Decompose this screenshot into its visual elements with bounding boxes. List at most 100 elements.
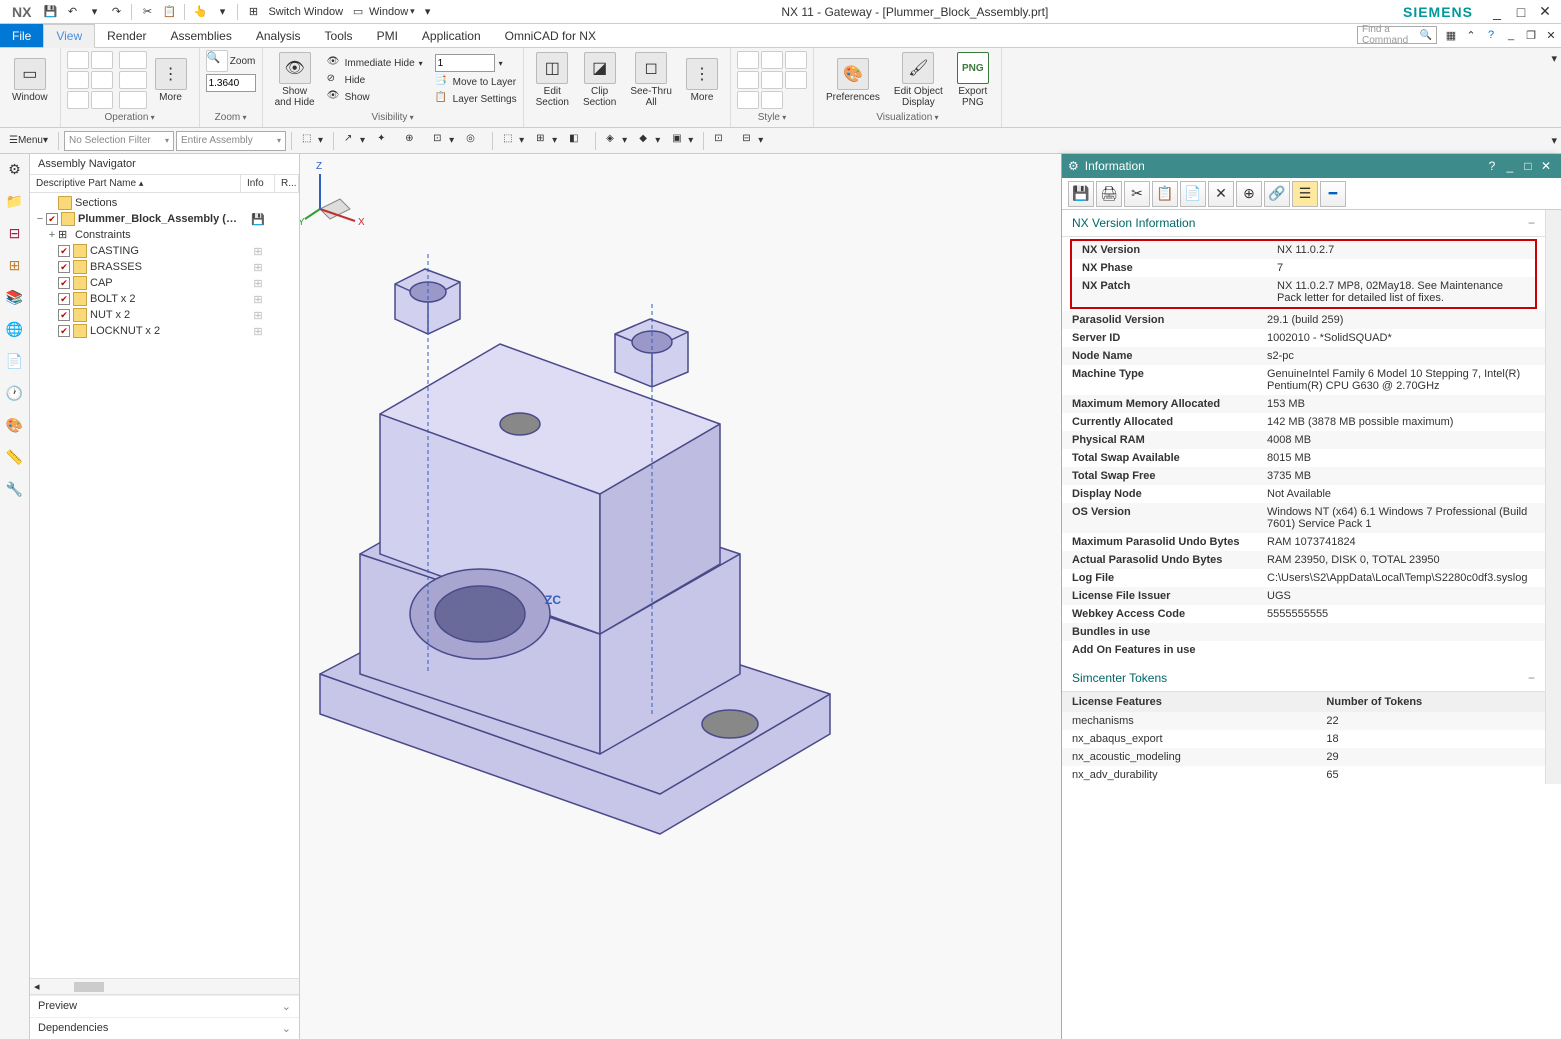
sel-btn-5[interactable]: ⊡▾	[428, 131, 459, 151]
tree-part[interactable]: ✔BOLT x 2⊞	[30, 291, 299, 307]
show-button[interactable]: 👁Show	[327, 89, 423, 105]
sel-btn-12[interactable]: ▣▾	[667, 131, 698, 151]
style-btn-8[interactable]	[761, 91, 783, 109]
op-btn-2[interactable]	[91, 51, 113, 69]
tool-icon[interactable]: 🔧	[4, 478, 26, 500]
sel-btn-9[interactable]: ◧	[564, 131, 590, 151]
op-btn-9[interactable]	[119, 91, 147, 109]
collapse-icon[interactable]: −	[1528, 671, 1535, 685]
cut-icon[interactable]: ✂	[137, 3, 157, 21]
style-btn-5[interactable]	[761, 71, 783, 89]
minimize-button[interactable]: _	[1485, 3, 1509, 21]
info-cut-icon[interactable]: ✂	[1124, 181, 1150, 207]
info-minimize-button[interactable]: _	[1501, 159, 1519, 173]
expand-icon[interactable]: −	[34, 213, 46, 225]
info-delete-icon[interactable]: ✕	[1208, 181, 1234, 207]
info-save-icon[interactable]: 💾	[1068, 181, 1094, 207]
qat-customize[interactable]: ▾	[418, 3, 438, 21]
tab-pmi[interactable]: PMI	[365, 24, 410, 47]
checkbox-icon[interactable]: ✔	[58, 277, 70, 289]
tab-file[interactable]: File	[0, 24, 43, 47]
op-btn-5[interactable]	[67, 91, 89, 109]
qat-more[interactable]: ▾	[212, 3, 232, 21]
settings-icon[interactable]: ⚙	[4, 158, 26, 180]
sel-btn-13[interactable]: ⊡	[709, 131, 735, 151]
zoom-icon[interactable]: 🔍	[206, 50, 228, 72]
clip-section-button[interactable]: ◪Clip Section	[577, 50, 622, 110]
sel-btn-10[interactable]: ◈▾	[601, 131, 632, 151]
tree-part[interactable]: ✔BRASSES⊞	[30, 259, 299, 275]
doc-restore-button[interactable]: ❐	[1522, 26, 1540, 44]
style-btn-1[interactable]	[737, 51, 759, 69]
info-close-button[interactable]: ✕	[1537, 159, 1555, 173]
see-thru-button[interactable]: ◻See-Thru All	[624, 50, 678, 110]
tab-application[interactable]: Application	[410, 24, 493, 47]
tree-part[interactable]: ✔CAP⊞	[30, 275, 299, 291]
preferences-button[interactable]: 🎨Preferences	[820, 56, 886, 105]
sel-btn-14[interactable]: ⊟▾	[737, 131, 768, 151]
tab-analysis[interactable]: Analysis	[244, 24, 313, 47]
tree-part[interactable]: ✔NUT x 2⊞	[30, 307, 299, 323]
layer-settings-button[interactable]: 📋Layer Settings	[435, 91, 517, 107]
edit-section-button[interactable]: ◫Edit Section	[530, 50, 575, 110]
checkbox-icon[interactable]: ✔	[58, 325, 70, 337]
info-paste-icon[interactable]: 📄	[1180, 181, 1206, 207]
doc-minimize-button[interactable]: _	[1502, 26, 1520, 44]
style-btn-4[interactable]	[737, 71, 759, 89]
info-copy-icon[interactable]: 📋	[1152, 181, 1178, 207]
constraint-nav-icon[interactable]: ⊞	[4, 254, 26, 276]
tree-sections[interactable]: Sections	[30, 195, 299, 211]
checkbox-icon[interactable]: ✔	[58, 293, 70, 305]
info-target-icon[interactable]: ⊕	[1236, 181, 1262, 207]
checkbox-icon[interactable]: ✔	[58, 245, 70, 257]
op-btn-3[interactable]	[67, 71, 89, 89]
palette-icon[interactable]: 🎨	[4, 414, 26, 436]
edit-object-display-button[interactable]: 🖌Edit Object Display	[888, 50, 949, 110]
selection-scope-combo[interactable]: Entire Assembly ▾	[176, 131, 286, 151]
expand-icon[interactable]: +	[46, 229, 58, 241]
sel-btn-7[interactable]: ⬚▾	[498, 131, 529, 151]
collapse-icon[interactable]: −	[1528, 216, 1535, 230]
checkbox-icon[interactable]: ✔	[46, 213, 58, 225]
zoom-value-input[interactable]	[206, 74, 256, 92]
op-btn-7[interactable]	[119, 51, 147, 69]
undo-icon[interactable]: ↶	[62, 3, 82, 21]
info-list-icon[interactable]: ☰	[1292, 181, 1318, 207]
operation-more-button[interactable]: ⋮ More	[149, 56, 193, 105]
style-btn-3[interactable]	[785, 51, 807, 69]
checkbox-icon[interactable]: ✔	[58, 261, 70, 273]
tree-constraints[interactable]: + ⊞ Constraints	[30, 227, 299, 243]
ribbon-chevron[interactable]: ▾	[1551, 53, 1557, 65]
tab-render[interactable]: Render	[95, 24, 158, 47]
section-more-button[interactable]: ⋮More	[680, 56, 724, 105]
nav-hscroll[interactable]: ◂	[30, 978, 299, 994]
tab-assemblies[interactable]: Assemblies	[159, 24, 244, 47]
op-btn-6[interactable]	[91, 91, 113, 109]
reuse-icon[interactable]: 📚	[4, 286, 26, 308]
info-print-icon[interactable]: 🖨	[1096, 181, 1122, 207]
style-btn-6[interactable]	[785, 71, 807, 89]
export-png-button[interactable]: PNG Export PNG	[951, 50, 995, 110]
menu-button[interactable]: ☰ Menu ▾	[4, 131, 53, 151]
sel-btn-11[interactable]: ◆▾	[634, 131, 665, 151]
op-btn-4[interactable]	[91, 71, 113, 89]
asm-nav-icon[interactable]: ⊟	[4, 222, 26, 244]
dependencies-row[interactable]: Dependencies⌄	[30, 1017, 299, 1039]
toolbar-chevron[interactable]: ▾	[1551, 134, 1557, 147]
tree-part[interactable]: ✔LOCKNUT x 2⊞	[30, 323, 299, 339]
measure-icon[interactable]: 📏	[4, 446, 26, 468]
gear-icon[interactable]: ⚙	[1068, 159, 1079, 173]
info-collapse-icon[interactable]: ━	[1320, 181, 1346, 207]
close-button[interactable]: ✕	[1533, 3, 1557, 21]
window-menu-icon[interactable]: ▭	[348, 3, 368, 21]
move-to-layer-button[interactable]: 📑Move to Layer	[435, 74, 517, 90]
sel-btn-1[interactable]: ⬚▾	[297, 131, 328, 151]
save-icon[interactable]: 💾	[40, 3, 60, 21]
selection-filter-combo[interactable]: No Selection Filter ▾	[64, 131, 174, 151]
style-btn-7[interactable]	[737, 91, 759, 109]
nav-col-info[interactable]: Info	[241, 175, 275, 192]
ribbon-collapse-icon[interactable]: ⌃	[1462, 26, 1480, 44]
tree-root[interactable]: − ✔ Plummer_Block_Assembly (O... 💾	[30, 211, 299, 227]
sel-btn-2[interactable]: ↗▾	[339, 131, 370, 151]
op-btn-1[interactable]	[67, 51, 89, 69]
